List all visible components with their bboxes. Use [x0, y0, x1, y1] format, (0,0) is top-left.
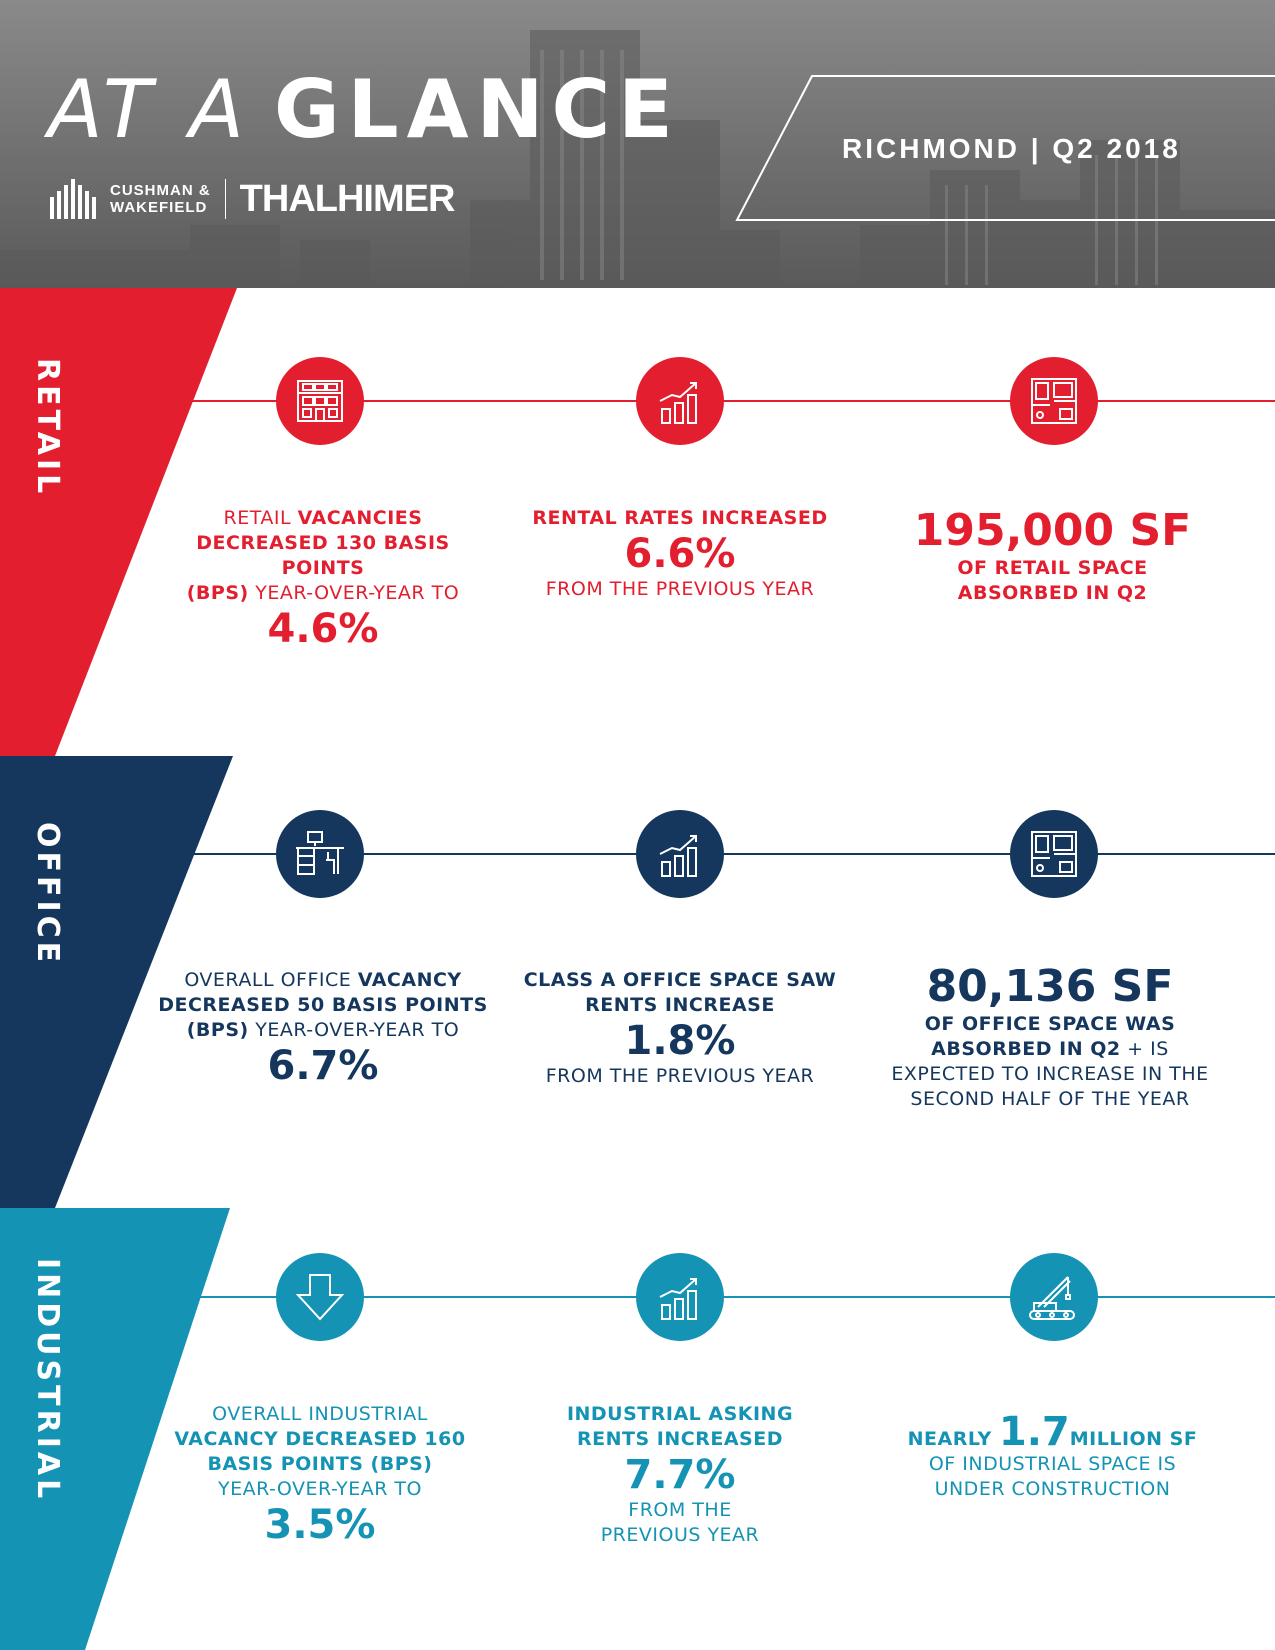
office-vacancy-value: 6.7% — [267, 1043, 379, 1089]
office-stat3-line3: EXPECTED TO INCREASE IN THE — [891, 1063, 1209, 1085]
office-icon-circle-2 — [636, 810, 724, 898]
office-stat2-post: FROM THE PREVIOUS YEAR — [545, 1065, 815, 1087]
industrial-stat3-line2: OF INDUSTRIAL SPACE IS — [928, 1453, 1177, 1475]
retail-rent-stat: RENTAL RATES INCREASED 6.6% FROM THE PRE… — [520, 506, 840, 602]
office-stat2-bold2: RENTS INCREASE — [585, 994, 775, 1016]
retail-stat1-bold3: (BPS) — [186, 582, 249, 604]
industrial-rent-value: 7.7% — [624, 1452, 736, 1498]
office-icon-circle-1 — [276, 810, 364, 898]
retail-stat2-bold: RENTAL RATES INCREASED — [532, 507, 828, 529]
office-absorption-value: 80,136 SF — [926, 961, 1174, 1012]
industrial-stat2-bold2: RENTS INCREASED — [577, 1428, 783, 1450]
industrial-stat3-line3: UNDER CONSTRUCTION — [934, 1478, 1171, 1500]
bar-chart-growth-icon — [659, 835, 697, 877]
retail-stat1-post: YEAR-OVER-YEAR TO — [248, 582, 460, 604]
retail-icon-circle-2 — [636, 357, 724, 445]
industrial-vacancy-stat: OVERALL INDUSTRIAL VACANCY DECREASED 160… — [160, 1402, 480, 1548]
industrial-stat2-line2: PREVIOUS YEAR — [600, 1524, 760, 1546]
page-title: AT A GLANCE — [48, 70, 681, 150]
office-rent-value: 1.8% — [624, 1018, 736, 1064]
industrial-vacancy-value: 3.5% — [264, 1502, 376, 1548]
crane-icon — [1029, 1276, 1075, 1320]
market-label-frame — [735, 75, 1275, 221]
retail-section: RETAIL — [0, 288, 1275, 756]
office-desk-icon — [296, 831, 344, 875]
logo-divider — [224, 179, 226, 219]
retail-rent-value: 6.6% — [624, 531, 736, 577]
industrial-stat2-line1: FROM THE — [628, 1499, 732, 1521]
retail-icon-circle-1 — [276, 357, 364, 445]
industrial-icon-circle-2 — [636, 1253, 724, 1341]
industrial-section-label: INDUSTRIAL — [30, 1258, 65, 1503]
industrial-stat1-line4: YEAR-OVER-YEAR TO — [218, 1478, 422, 1500]
industrial-connector-line — [190, 1296, 1275, 1298]
floor-plan-icon — [1031, 378, 1077, 424]
retail-stat1-pre: RETAIL — [223, 507, 298, 529]
industrial-wedge — [0, 1208, 230, 1650]
logo-wordmark: CUSHMAN & WAKEFIELD — [110, 182, 211, 216]
office-section: OFFICE — [0, 756, 1275, 1208]
industrial-stat3-pre: NEARLY — [907, 1428, 999, 1450]
office-stat1-post: YEAR-OVER-YEAR TO — [248, 1019, 460, 1041]
header-banner: AT A GLANCE CUSHMAN & WAKEFIELD THALHI — [0, 0, 1275, 288]
industrial-construction-stat: NEARLY 1.7MILLION SF OF INDUSTRIAL SPACE… — [880, 1412, 1225, 1502]
office-stat3-tail: + IS — [1120, 1038, 1169, 1060]
retail-connector-line — [190, 400, 1275, 402]
office-stat1-bold2: DECREASED 50 BASIS POINTS — [158, 994, 488, 1016]
cushman-wakefield-logo-icon — [50, 179, 96, 219]
retail-vacancy-value: 4.6% — [267, 606, 379, 652]
market-label: RICHMOND | Q2 2018 — [842, 133, 1181, 164]
office-absorption-stat: 80,136 SF OF OFFICE SPACE WAS ABSORBED I… — [870, 962, 1230, 1112]
industrial-stat1-line1: OVERALL INDUSTRIAL — [212, 1403, 428, 1425]
office-stat3-bold1: OF OFFICE SPACE WAS — [924, 1013, 1176, 1035]
office-stat1-bold3: (BPS) — [186, 1019, 249, 1041]
industrial-stat3-post: MILLION SF — [1069, 1428, 1198, 1450]
bar-chart-growth-icon — [659, 1278, 697, 1320]
retail-icon-circle-3 — [1010, 357, 1098, 445]
down-arrow-icon — [295, 1274, 345, 1321]
office-vacancy-stat: OVERALL OFFICE VACANCY DECREASED 50 BASI… — [158, 968, 488, 1089]
industrial-section: INDUSTRIAL — [0, 1208, 1275, 1650]
industrial-icon-circle-3 — [1010, 1253, 1098, 1341]
storefront-icon — [297, 380, 343, 422]
retail-absorption-stat: 195,000 SF OF RETAIL SPACE ABSORBED IN Q… — [880, 506, 1225, 606]
retail-stat2-post: FROM THE PREVIOUS YEAR — [545, 578, 815, 600]
industrial-icon-circle-1 — [276, 1253, 364, 1341]
industrial-stat2-bold1: INDUSTRIAL ASKING — [566, 1403, 794, 1425]
retail-stat3-line2: ABSORBED IN Q2 — [957, 582, 1148, 604]
office-stat1-bold1: VACANCY — [357, 969, 462, 991]
office-stat3-bold2: ABSORBED IN Q2 — [931, 1038, 1121, 1060]
office-stat3-line4: SECOND HALF OF THE YEAR — [910, 1088, 1190, 1110]
retail-stat1-bold2: DECREASED 130 BASIS POINTS — [196, 532, 450, 579]
office-connector-line — [190, 853, 1275, 855]
office-section-label: OFFICE — [30, 822, 65, 967]
industrial-construction-value: 1.7 — [998, 1409, 1070, 1455]
industrial-stat1-bold1: VACANCY DECREASED 160 — [174, 1428, 466, 1450]
logo-partner: THALHIMER — [239, 177, 456, 220]
office-icon-circle-3 — [1010, 810, 1098, 898]
title-bold-text: GLANCE — [273, 63, 681, 156]
logo-line-2: WAKEFIELD — [110, 199, 208, 216]
office-rent-stat: CLASS A OFFICE SPACE SAW RENTS INCREASE … — [520, 968, 840, 1089]
retail-stat1-bold1: VACANCIES — [297, 507, 423, 529]
office-stat1-pre: OVERALL OFFICE — [184, 969, 358, 991]
retail-wedge — [0, 288, 237, 756]
retail-vacancy-stat: RETAIL VACANCIES DECREASED 130 BASIS POI… — [158, 506, 488, 652]
retail-section-label: RETAIL — [30, 358, 65, 498]
office-wedge — [0, 756, 233, 1208]
floor-plan-icon — [1031, 831, 1077, 877]
title-light-text: AT A — [48, 63, 250, 156]
retail-stat3-line1: OF RETAIL SPACE — [957, 557, 1148, 579]
industrial-stat1-bold2: BASIS POINTS (BPS) — [207, 1453, 433, 1475]
office-stat2-bold1: CLASS A OFFICE SPACE SAW — [523, 969, 837, 991]
company-logo: CUSHMAN & WAKEFIELD THALHIMER — [50, 177, 456, 220]
bar-chart-growth-icon — [659, 382, 697, 424]
industrial-rent-stat: INDUSTRIAL ASKING RENTS INCREASED 7.7% F… — [530, 1402, 830, 1548]
retail-absorption-value: 195,000 SF — [913, 505, 1192, 556]
logo-line-1: CUSHMAN & — [110, 182, 211, 199]
